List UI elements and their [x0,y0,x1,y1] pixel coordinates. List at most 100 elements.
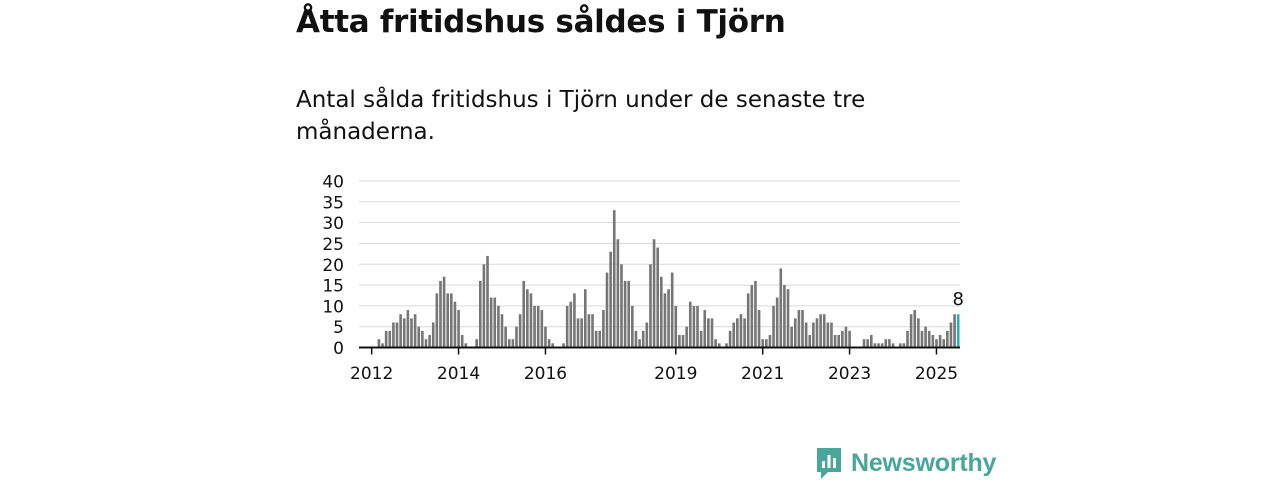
bar [417,327,420,348]
bar [953,314,956,347]
newsworthy-logo: Newsworthy [815,446,996,480]
bar [490,298,493,348]
bar [432,323,435,348]
bar [526,289,529,347]
y-tick-label: 20 [322,256,344,276]
bar [541,310,544,347]
bar [910,314,913,347]
bar [660,277,663,348]
bar [385,331,388,348]
y-tick-label: 40 [322,173,344,193]
y-tick-label: 10 [322,297,344,317]
bar [678,335,681,347]
y-tick-label: 35 [322,193,344,213]
bar [512,339,515,347]
bar [631,306,634,348]
bar [779,268,782,347]
bar [939,335,942,347]
y-tick-label: 25 [322,235,344,255]
x-tick-label: 2014 [437,364,480,384]
bar [845,327,848,348]
bar [497,306,500,348]
bar [888,339,891,347]
bar [450,293,453,347]
bar [653,239,656,347]
bar [396,323,399,348]
bar [399,314,402,347]
bar [537,306,540,348]
bar [758,310,761,347]
bar [935,339,938,347]
bar [812,323,815,348]
bar [950,323,953,348]
y-tick-label: 5 [333,318,344,338]
bar [729,331,732,348]
bar [837,335,840,347]
bar [566,306,569,348]
bar [834,335,837,347]
bar [848,331,851,348]
bar [613,210,616,347]
bar [573,293,576,347]
bar [649,264,652,347]
bar [475,339,478,347]
bar [743,318,746,347]
bar [642,331,645,348]
bar [790,327,793,348]
bar [584,289,587,347]
bar [884,339,887,347]
bar [388,331,391,348]
bar [428,335,431,347]
bar [635,331,638,348]
bar [808,335,811,347]
bar [407,310,410,347]
bar [646,323,649,348]
bar [711,318,714,347]
bar [606,273,609,348]
bar [580,318,583,347]
bar [682,335,685,347]
bar [703,310,706,347]
bar [765,339,768,347]
bar [664,293,667,347]
bar [595,331,598,348]
y-tick-label: 0 [333,339,344,359]
bar [436,293,439,347]
bar [620,264,623,347]
bar [533,306,536,348]
bar [569,302,572,348]
bar [501,314,504,347]
bar [913,310,916,347]
bar [403,318,406,347]
bar [483,264,486,347]
bar [685,327,688,348]
bar [446,293,449,347]
bar [866,339,869,347]
bar [414,314,417,347]
x-tick-label: 2023 [828,364,871,384]
bar [870,335,873,347]
bar [732,323,735,348]
bar [577,318,580,347]
bar [410,318,413,347]
bar [798,310,801,347]
bar [841,331,844,348]
bar [754,281,757,348]
bar [609,252,612,348]
bar [761,339,764,347]
newsworthy-logo-icon [815,446,843,480]
bar [714,339,717,347]
latest-value-label: 8 [952,289,963,310]
bar [769,335,772,347]
bar [783,285,786,347]
bar [787,289,790,347]
bar [591,314,594,347]
bar [736,318,739,347]
bar [656,248,659,348]
bar [508,339,511,347]
bar [693,306,696,348]
bar [421,331,424,348]
bar [443,277,446,348]
bar [486,256,489,348]
bar [638,339,641,347]
